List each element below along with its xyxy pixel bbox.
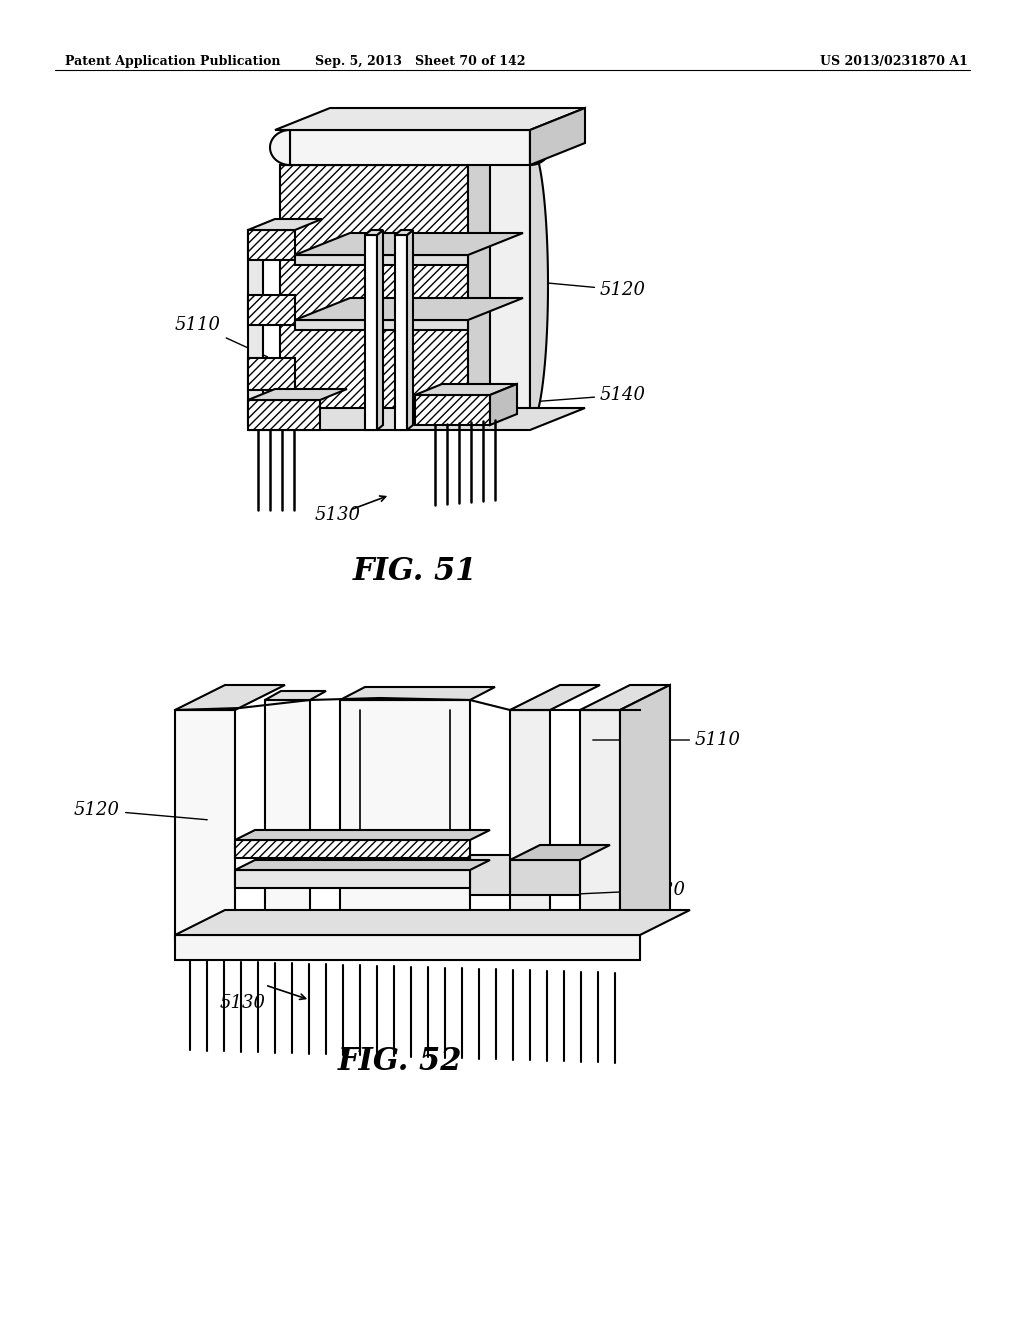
Polygon shape — [530, 145, 548, 425]
Polygon shape — [248, 408, 585, 430]
Polygon shape — [270, 129, 290, 165]
Polygon shape — [407, 230, 413, 430]
Polygon shape — [580, 710, 620, 935]
Text: 5120: 5120 — [74, 801, 207, 820]
Polygon shape — [530, 108, 585, 165]
Polygon shape — [234, 840, 470, 858]
Polygon shape — [280, 165, 468, 425]
Polygon shape — [580, 685, 670, 710]
Polygon shape — [248, 230, 295, 260]
Polygon shape — [175, 685, 285, 710]
Polygon shape — [175, 935, 640, 960]
Polygon shape — [265, 690, 326, 700]
Polygon shape — [510, 710, 550, 935]
Polygon shape — [248, 219, 322, 230]
Polygon shape — [365, 235, 377, 430]
Polygon shape — [468, 143, 523, 425]
Polygon shape — [248, 389, 347, 400]
Text: 5130: 5130 — [220, 994, 266, 1012]
Polygon shape — [620, 685, 670, 935]
Polygon shape — [490, 384, 517, 425]
Polygon shape — [295, 319, 468, 330]
Text: Sep. 5, 2013   Sheet 70 of 142: Sep. 5, 2013 Sheet 70 of 142 — [314, 55, 525, 69]
Polygon shape — [510, 685, 600, 710]
Polygon shape — [365, 230, 383, 235]
Polygon shape — [234, 870, 470, 888]
Polygon shape — [395, 235, 407, 430]
Text: 5140: 5140 — [493, 385, 646, 405]
Text: FIG. 52: FIG. 52 — [338, 1045, 462, 1077]
Polygon shape — [415, 395, 490, 425]
Polygon shape — [295, 234, 523, 255]
Polygon shape — [248, 358, 295, 389]
Text: FIG. 51: FIG. 51 — [352, 556, 477, 587]
Text: Patent Application Publication: Patent Application Publication — [65, 55, 281, 69]
Polygon shape — [510, 845, 610, 861]
Polygon shape — [265, 700, 310, 940]
Polygon shape — [490, 123, 585, 145]
Text: 5110: 5110 — [175, 315, 267, 356]
Text: 5130: 5130 — [315, 506, 361, 524]
Polygon shape — [295, 255, 468, 265]
Polygon shape — [248, 294, 295, 325]
Polygon shape — [395, 230, 413, 235]
Polygon shape — [275, 108, 585, 129]
Polygon shape — [340, 700, 470, 935]
Polygon shape — [248, 400, 319, 430]
Polygon shape — [234, 830, 490, 840]
Polygon shape — [340, 686, 495, 700]
Polygon shape — [510, 861, 580, 895]
Polygon shape — [530, 129, 550, 165]
Polygon shape — [470, 855, 510, 895]
Text: 5110: 5110 — [593, 731, 741, 748]
Polygon shape — [175, 710, 234, 940]
Polygon shape — [234, 861, 490, 870]
Polygon shape — [248, 230, 263, 425]
Text: 5120: 5120 — [558, 880, 686, 899]
Polygon shape — [175, 909, 690, 935]
Polygon shape — [295, 298, 523, 319]
Polygon shape — [415, 384, 517, 395]
Polygon shape — [377, 230, 383, 430]
Polygon shape — [490, 145, 530, 425]
Text: 5120: 5120 — [518, 280, 646, 300]
Polygon shape — [290, 129, 530, 165]
Polygon shape — [280, 143, 523, 165]
Text: US 2013/0231870 A1: US 2013/0231870 A1 — [820, 55, 968, 69]
